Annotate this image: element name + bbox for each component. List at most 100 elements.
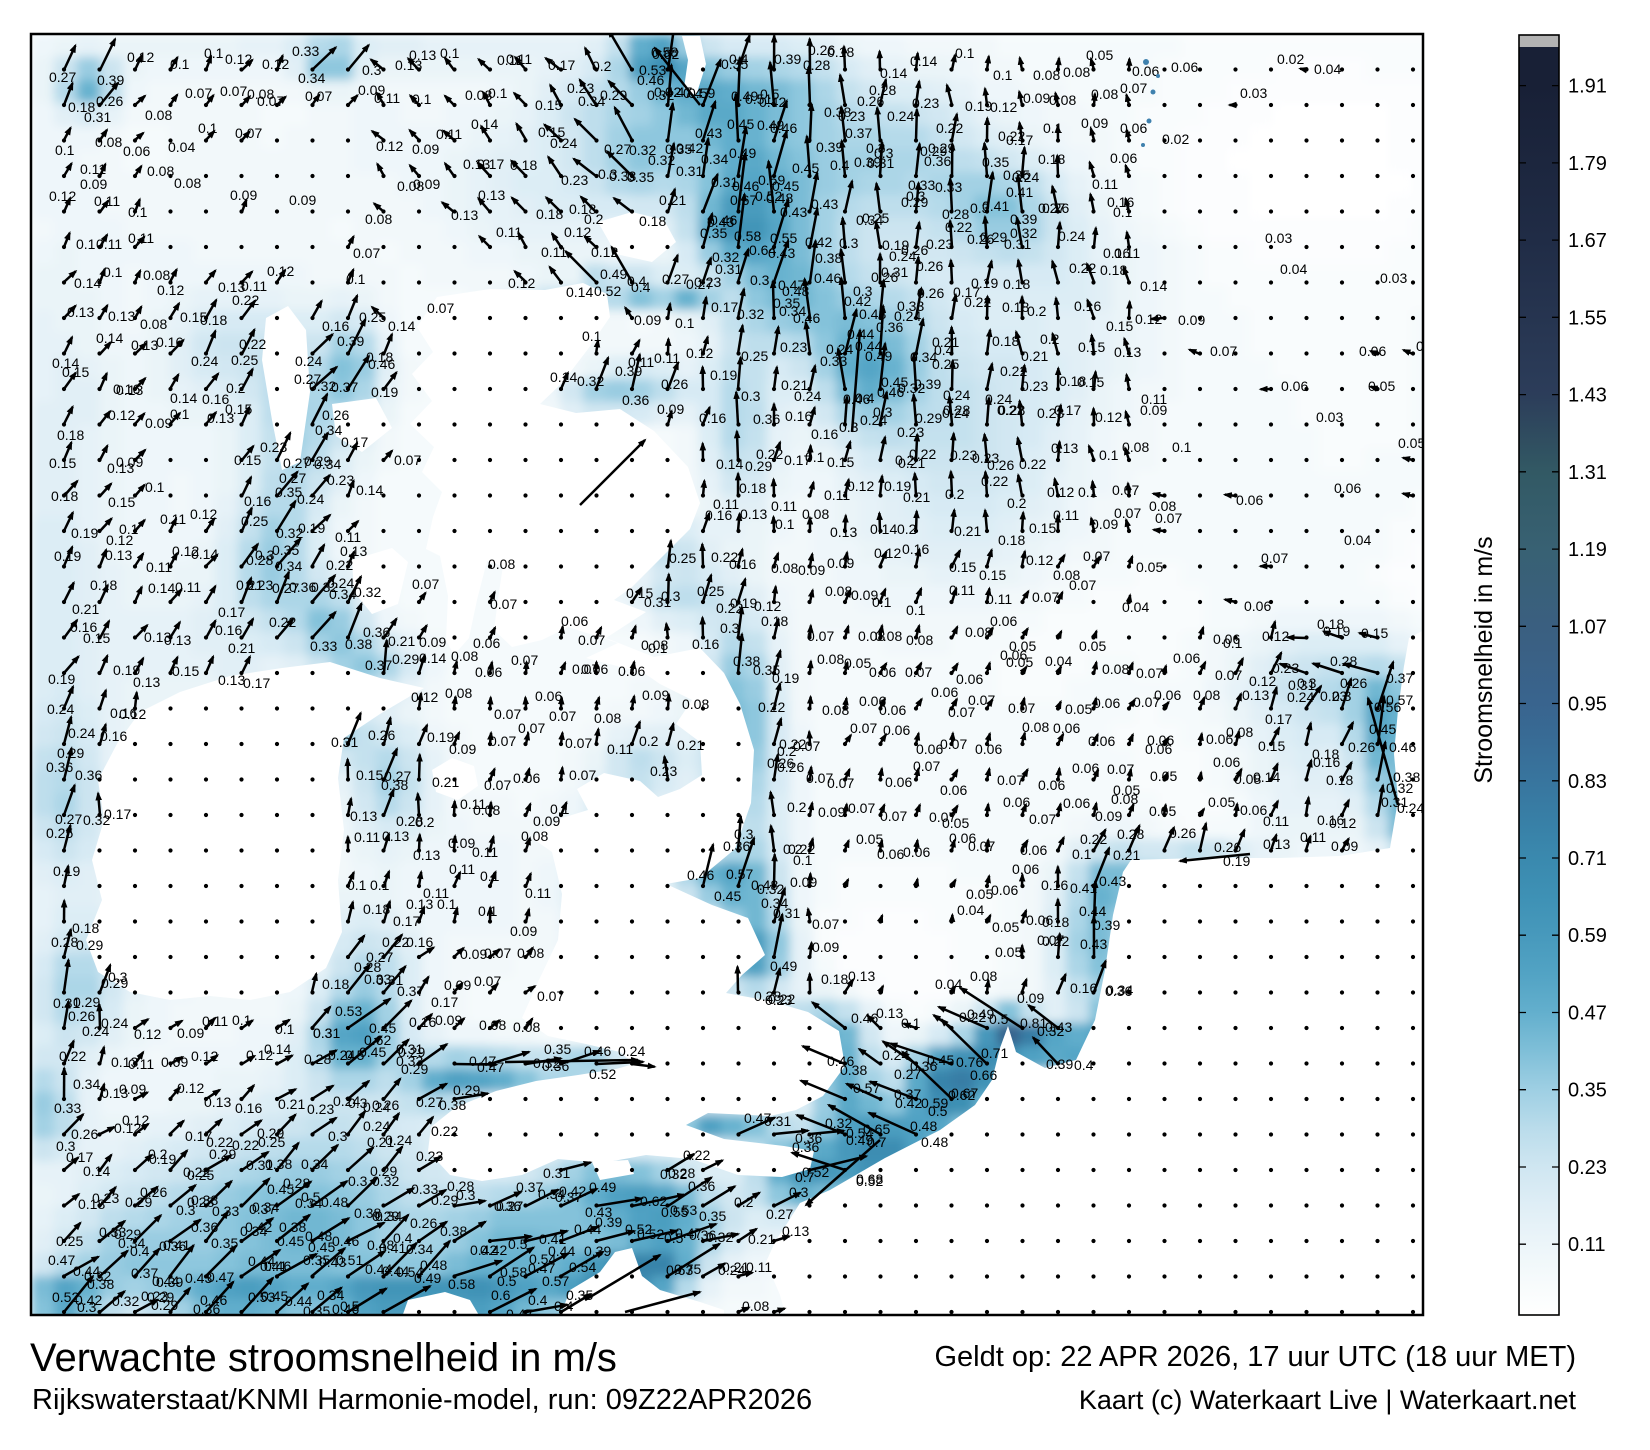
- svg-text:0.08: 0.08: [147, 163, 174, 179]
- svg-text:0.3: 0.3: [313, 1025, 333, 1041]
- svg-text:0.1: 0.1: [347, 877, 367, 893]
- svg-text:0.06: 0.06: [885, 774, 912, 790]
- svg-text:0.07: 0.07: [305, 88, 332, 104]
- svg-text:0.15: 0.15: [62, 364, 89, 380]
- svg-text:0.49: 0.49: [770, 958, 797, 974]
- svg-text:0.4: 0.4: [554, 1298, 574, 1314]
- svg-text:0.09: 0.09: [818, 804, 845, 820]
- svg-text:0.19: 0.19: [71, 525, 98, 541]
- svg-text:0.18: 0.18: [510, 157, 537, 173]
- svg-text:0.15: 0.15: [1106, 318, 1133, 334]
- svg-text:0.04: 0.04: [1344, 532, 1371, 548]
- svg-text:0.19: 0.19: [53, 863, 80, 879]
- svg-text:0.41: 0.41: [1070, 880, 1097, 896]
- svg-text:0.6: 0.6: [491, 1287, 511, 1303]
- svg-text:0.27: 0.27: [294, 371, 321, 387]
- svg-text:0.09: 0.09: [1140, 402, 1167, 418]
- svg-text:0.67: 0.67: [730, 192, 757, 208]
- svg-text:0.21: 0.21: [954, 523, 981, 539]
- svg-text:0.12: 0.12: [108, 407, 135, 423]
- svg-text:0.09: 0.09: [80, 176, 107, 192]
- svg-text:0.06: 0.06: [1359, 343, 1386, 359]
- svg-text:0.13: 0.13: [108, 308, 135, 324]
- svg-text:0.07: 0.07: [997, 772, 1024, 788]
- svg-text:0.29: 0.29: [901, 194, 928, 210]
- svg-text:0.17: 0.17: [477, 156, 504, 172]
- svg-text:0.12: 0.12: [127, 49, 154, 65]
- svg-text:0.19: 0.19: [1223, 853, 1250, 869]
- svg-text:0.14: 0.14: [550, 369, 577, 385]
- svg-text:0.26: 0.26: [1169, 825, 1196, 841]
- svg-text:0.06: 0.06: [1093, 695, 1120, 711]
- svg-text:0.15: 0.15: [979, 567, 1006, 583]
- svg-text:0.12: 0.12: [157, 282, 184, 298]
- svg-text:0.68: 0.68: [856, 1171, 883, 1187]
- svg-text:0.04: 0.04: [1314, 61, 1341, 77]
- svg-text:0.18: 0.18: [1003, 276, 1030, 292]
- svg-text:0.3: 0.3: [77, 1299, 97, 1315]
- svg-text:0.11: 0.11: [525, 885, 551, 901]
- svg-text:0.09: 0.09: [1081, 115, 1108, 131]
- svg-text:0.05: 0.05: [844, 655, 871, 671]
- svg-text:0.06: 0.06: [561, 613, 588, 629]
- svg-text:0.23: 0.23: [838, 108, 865, 124]
- svg-text:0.37: 0.37: [845, 125, 872, 141]
- svg-text:0.23: 0.23: [307, 1101, 334, 1117]
- svg-text:0.1: 0.1: [440, 45, 460, 61]
- svg-text:0.12: 0.12: [122, 1112, 149, 1128]
- svg-text:0.57: 0.57: [853, 1080, 880, 1096]
- svg-text:0.25: 0.25: [187, 1167, 214, 1183]
- svg-text:0.23: 0.23: [926, 236, 953, 252]
- svg-text:0.3: 0.3: [741, 388, 761, 404]
- svg-text:0.09: 0.09: [827, 555, 854, 571]
- svg-text:0.37: 0.37: [331, 379, 358, 395]
- svg-text:0.05: 0.05: [856, 831, 883, 847]
- svg-text:0.47: 0.47: [48, 1252, 75, 1268]
- svg-text:0.24: 0.24: [47, 701, 74, 717]
- svg-text:0.19: 0.19: [371, 384, 398, 400]
- svg-text:0.11: 0.11: [1114, 245, 1140, 261]
- svg-text:0.31: 0.31: [715, 261, 742, 277]
- svg-text:0.07: 0.07: [1112, 482, 1139, 498]
- svg-text:0.16: 0.16: [156, 334, 183, 350]
- svg-text:0.07: 0.07: [484, 777, 511, 793]
- svg-text:Geldt op: 22 APR 2026, 17 uur: Geldt op: 22 APR 2026, 17 uur UTC (18 uu…: [934, 1341, 1576, 1373]
- svg-text:0.5: 0.5: [508, 1236, 528, 1252]
- svg-text:0.07: 0.07: [565, 735, 592, 751]
- svg-text:0.19: 0.19: [298, 520, 325, 536]
- svg-text:0.37: 0.37: [894, 1086, 921, 1102]
- svg-text:0.24: 0.24: [826, 341, 853, 357]
- svg-text:0.29: 0.29: [209, 1146, 236, 1162]
- svg-text:0.16: 0.16: [692, 636, 719, 652]
- svg-text:0.09: 0.09: [812, 939, 839, 955]
- svg-text:0.08: 0.08: [513, 1019, 540, 1035]
- svg-text:0.07: 0.07: [905, 664, 932, 680]
- svg-text:0.06: 0.06: [123, 143, 150, 159]
- svg-text:0.2: 0.2: [592, 58, 612, 74]
- svg-text:0.07: 0.07: [220, 83, 247, 99]
- svg-text:0.1: 0.1: [480, 868, 500, 884]
- svg-text:0.06: 0.06: [903, 844, 930, 860]
- svg-text:0.17: 0.17: [1006, 132, 1033, 148]
- svg-text:0.3: 0.3: [720, 620, 740, 636]
- svg-text:0.12: 0.12: [1026, 552, 1053, 568]
- svg-text:1.43: 1.43: [1568, 385, 1607, 407]
- svg-text:0.38: 0.38: [840, 1062, 867, 1078]
- svg-text:0.22: 0.22: [683, 1147, 710, 1163]
- svg-text:0.18: 0.18: [739, 480, 766, 496]
- svg-text:0.09: 0.09: [145, 415, 172, 431]
- svg-text:0.24: 0.24: [297, 491, 324, 507]
- svg-text:0.49: 0.49: [589, 1179, 616, 1195]
- svg-text:0.07: 0.07: [1120, 80, 1147, 96]
- svg-text:0.2: 0.2: [639, 733, 659, 749]
- svg-text:0.16: 0.16: [705, 507, 732, 523]
- svg-text:0.18: 0.18: [536, 206, 563, 222]
- svg-text:0.36: 0.36: [46, 759, 73, 775]
- svg-text:0.23: 0.23: [780, 339, 807, 355]
- svg-text:0.07: 0.07: [490, 596, 517, 612]
- svg-text:0.09: 0.09: [435, 1012, 462, 1028]
- svg-text:0.31: 0.31: [84, 109, 111, 125]
- svg-text:0.38: 0.38: [440, 1223, 467, 1239]
- svg-text:0.13: 0.13: [67, 304, 94, 320]
- svg-text:0.14: 0.14: [170, 390, 197, 406]
